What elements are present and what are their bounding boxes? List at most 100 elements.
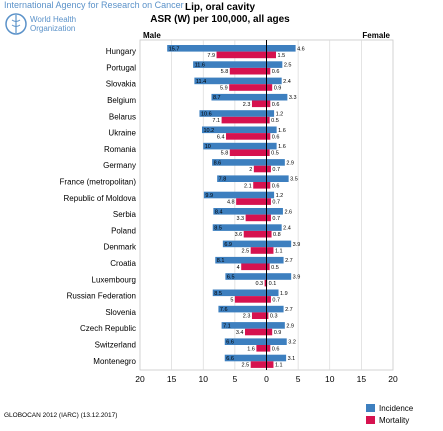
- value-label-male-mortality: 1.6: [247, 346, 255, 352]
- bar-male-incidence: [193, 61, 267, 68]
- bar-female-mortality: [266, 247, 274, 254]
- bar-male-mortality: [243, 230, 267, 238]
- legend-swatch-mortality: [366, 416, 375, 424]
- bar-male-mortality: [234, 296, 267, 303]
- value-label-male-mortality: 7.9: [207, 53, 215, 59]
- category-label: Hungary: [106, 47, 136, 56]
- legend-item-mortality: Mortality: [366, 414, 413, 426]
- bar-male-mortality: [229, 149, 267, 156]
- value-label-female-mortality: 1.1: [275, 249, 283, 255]
- bar-female-mortality: [266, 230, 272, 238]
- value-label-male-mortality: 6.4: [217, 134, 225, 140]
- bar-male-mortality: [245, 214, 267, 222]
- value-label-male-mortality: 2.1: [244, 183, 252, 189]
- category-label: Belarus: [109, 112, 136, 121]
- source-note: GLOBOCAN 2012 (IARC) (13.12.2017): [4, 412, 118, 419]
- bar-male-mortality: [221, 116, 267, 124]
- bar-male-incidence: [218, 305, 267, 313]
- value-label-female-mortality: 0.8: [273, 232, 281, 238]
- value-label-female-incidence: 2.5: [284, 63, 292, 69]
- value-label-male-mortality: 2.3: [243, 102, 251, 108]
- bar-female-incidence: [266, 354, 287, 362]
- value-label-male-mortality: 5.9: [220, 86, 228, 92]
- x-tick-label: 15: [167, 374, 177, 384]
- panel-label-male: Male: [143, 31, 161, 40]
- bar-female-incidence: [266, 110, 275, 117]
- bar-male-incidence: [224, 338, 267, 345]
- bar-male-incidence: [221, 322, 267, 329]
- value-label-male-incidence: 7.1: [223, 323, 231, 329]
- bar-female-incidence: [266, 240, 292, 248]
- category-label: Republic of Moldova: [64, 194, 137, 203]
- value-label-female-mortality: 0.7: [272, 167, 280, 173]
- bar-female-mortality: [266, 67, 271, 75]
- value-label-female-incidence: 2.9: [286, 160, 294, 166]
- value-label-male-incidence: 6.5: [227, 275, 235, 281]
- bar-male-mortality: [250, 247, 267, 254]
- bar-male-incidence: [212, 224, 267, 231]
- value-label-male-mortality: 3.6: [235, 232, 243, 238]
- value-label-female-incidence: 3.3: [289, 95, 297, 101]
- value-label-male-mortality: 4: [237, 265, 240, 271]
- value-label-female-incidence: 3.2: [288, 340, 296, 346]
- bar-male-incidence: [212, 289, 267, 297]
- value-label-male-incidence: 11.4: [196, 79, 206, 85]
- category-label: Luxembourg: [92, 275, 136, 284]
- value-label-female-incidence: 1.6: [278, 128, 286, 134]
- bar-female-mortality: [266, 133, 271, 140]
- value-label-male-mortality: 5: [230, 297, 233, 303]
- bar-female-mortality: [266, 149, 270, 156]
- bar-female-incidence: [266, 45, 296, 52]
- value-label-female-mortality: 0.6: [272, 134, 280, 140]
- who-wordmark: World Health Organization: [30, 15, 76, 33]
- value-label-female-incidence: 1.6: [278, 144, 286, 150]
- category-label: Poland: [111, 226, 136, 235]
- value-label-male-incidence: 8.5: [214, 226, 222, 232]
- legend-label-incidence: Incidence: [379, 403, 414, 413]
- bar-female-incidence: [266, 77, 282, 85]
- bar-male-mortality: [251, 100, 267, 108]
- value-label-female-mortality: 0.3: [270, 314, 278, 320]
- x-tick-label: 0: [264, 374, 269, 384]
- bar-male-incidence: [212, 159, 267, 166]
- who-logo-icon: [5, 13, 27, 35]
- category-label: Switzerland: [95, 341, 136, 350]
- bar-female-mortality: [266, 51, 276, 59]
- x-tick-label: 10: [199, 374, 209, 384]
- x-tick-label: 5: [296, 374, 301, 384]
- bar-female-mortality: [266, 263, 270, 271]
- x-tick-label: 20: [135, 374, 145, 384]
- value-label-female-mortality: 0.1: [269, 281, 277, 287]
- value-label-female-mortality: 0.6: [272, 346, 280, 352]
- bar-male-mortality: [229, 84, 267, 91]
- value-label-female-mortality: 0.9: [274, 86, 282, 92]
- value-label-female-incidence: 2.4: [283, 226, 291, 232]
- bar-female-incidence: [266, 175, 289, 182]
- bar-female-mortality: [266, 100, 271, 108]
- x-tick-label: 5: [233, 374, 238, 384]
- bar-female-incidence: [266, 208, 283, 215]
- value-label-male-incidence: 10.2: [203, 128, 214, 134]
- bar-male-mortality: [250, 361, 267, 368]
- bar-male-mortality: [241, 263, 267, 271]
- bar-male-mortality: [253, 182, 267, 189]
- bar-male-incidence: [203, 191, 267, 199]
- value-label-male-incidence: 6.6: [226, 340, 234, 346]
- value-label-female-incidence: 1.2: [276, 193, 284, 199]
- category-label: France (metropolitan): [60, 178, 137, 187]
- value-label-male-mortality: 4.8: [227, 200, 235, 206]
- value-label-male-mortality: 5.8: [221, 151, 229, 157]
- value-label-female-incidence: 3.9: [293, 275, 301, 281]
- x-tick-label: 10: [325, 374, 335, 384]
- bar-female-mortality: [266, 328, 273, 336]
- bar-male-mortality: [251, 312, 267, 319]
- chart-header: International Agency for Research on Can…: [0, 0, 443, 36]
- value-label-female-mortality: 0.6: [272, 69, 280, 75]
- value-label-male-mortality: 0.3: [255, 281, 263, 287]
- bar-male-mortality: [253, 165, 267, 173]
- category-label: Slovakia: [106, 80, 137, 89]
- value-label-female-incidence: 1.2: [276, 112, 284, 118]
- value-label-female-incidence: 2.7: [285, 307, 293, 313]
- value-label-female-incidence: 3.1: [288, 356, 296, 362]
- category-label: Denmark: [104, 243, 137, 252]
